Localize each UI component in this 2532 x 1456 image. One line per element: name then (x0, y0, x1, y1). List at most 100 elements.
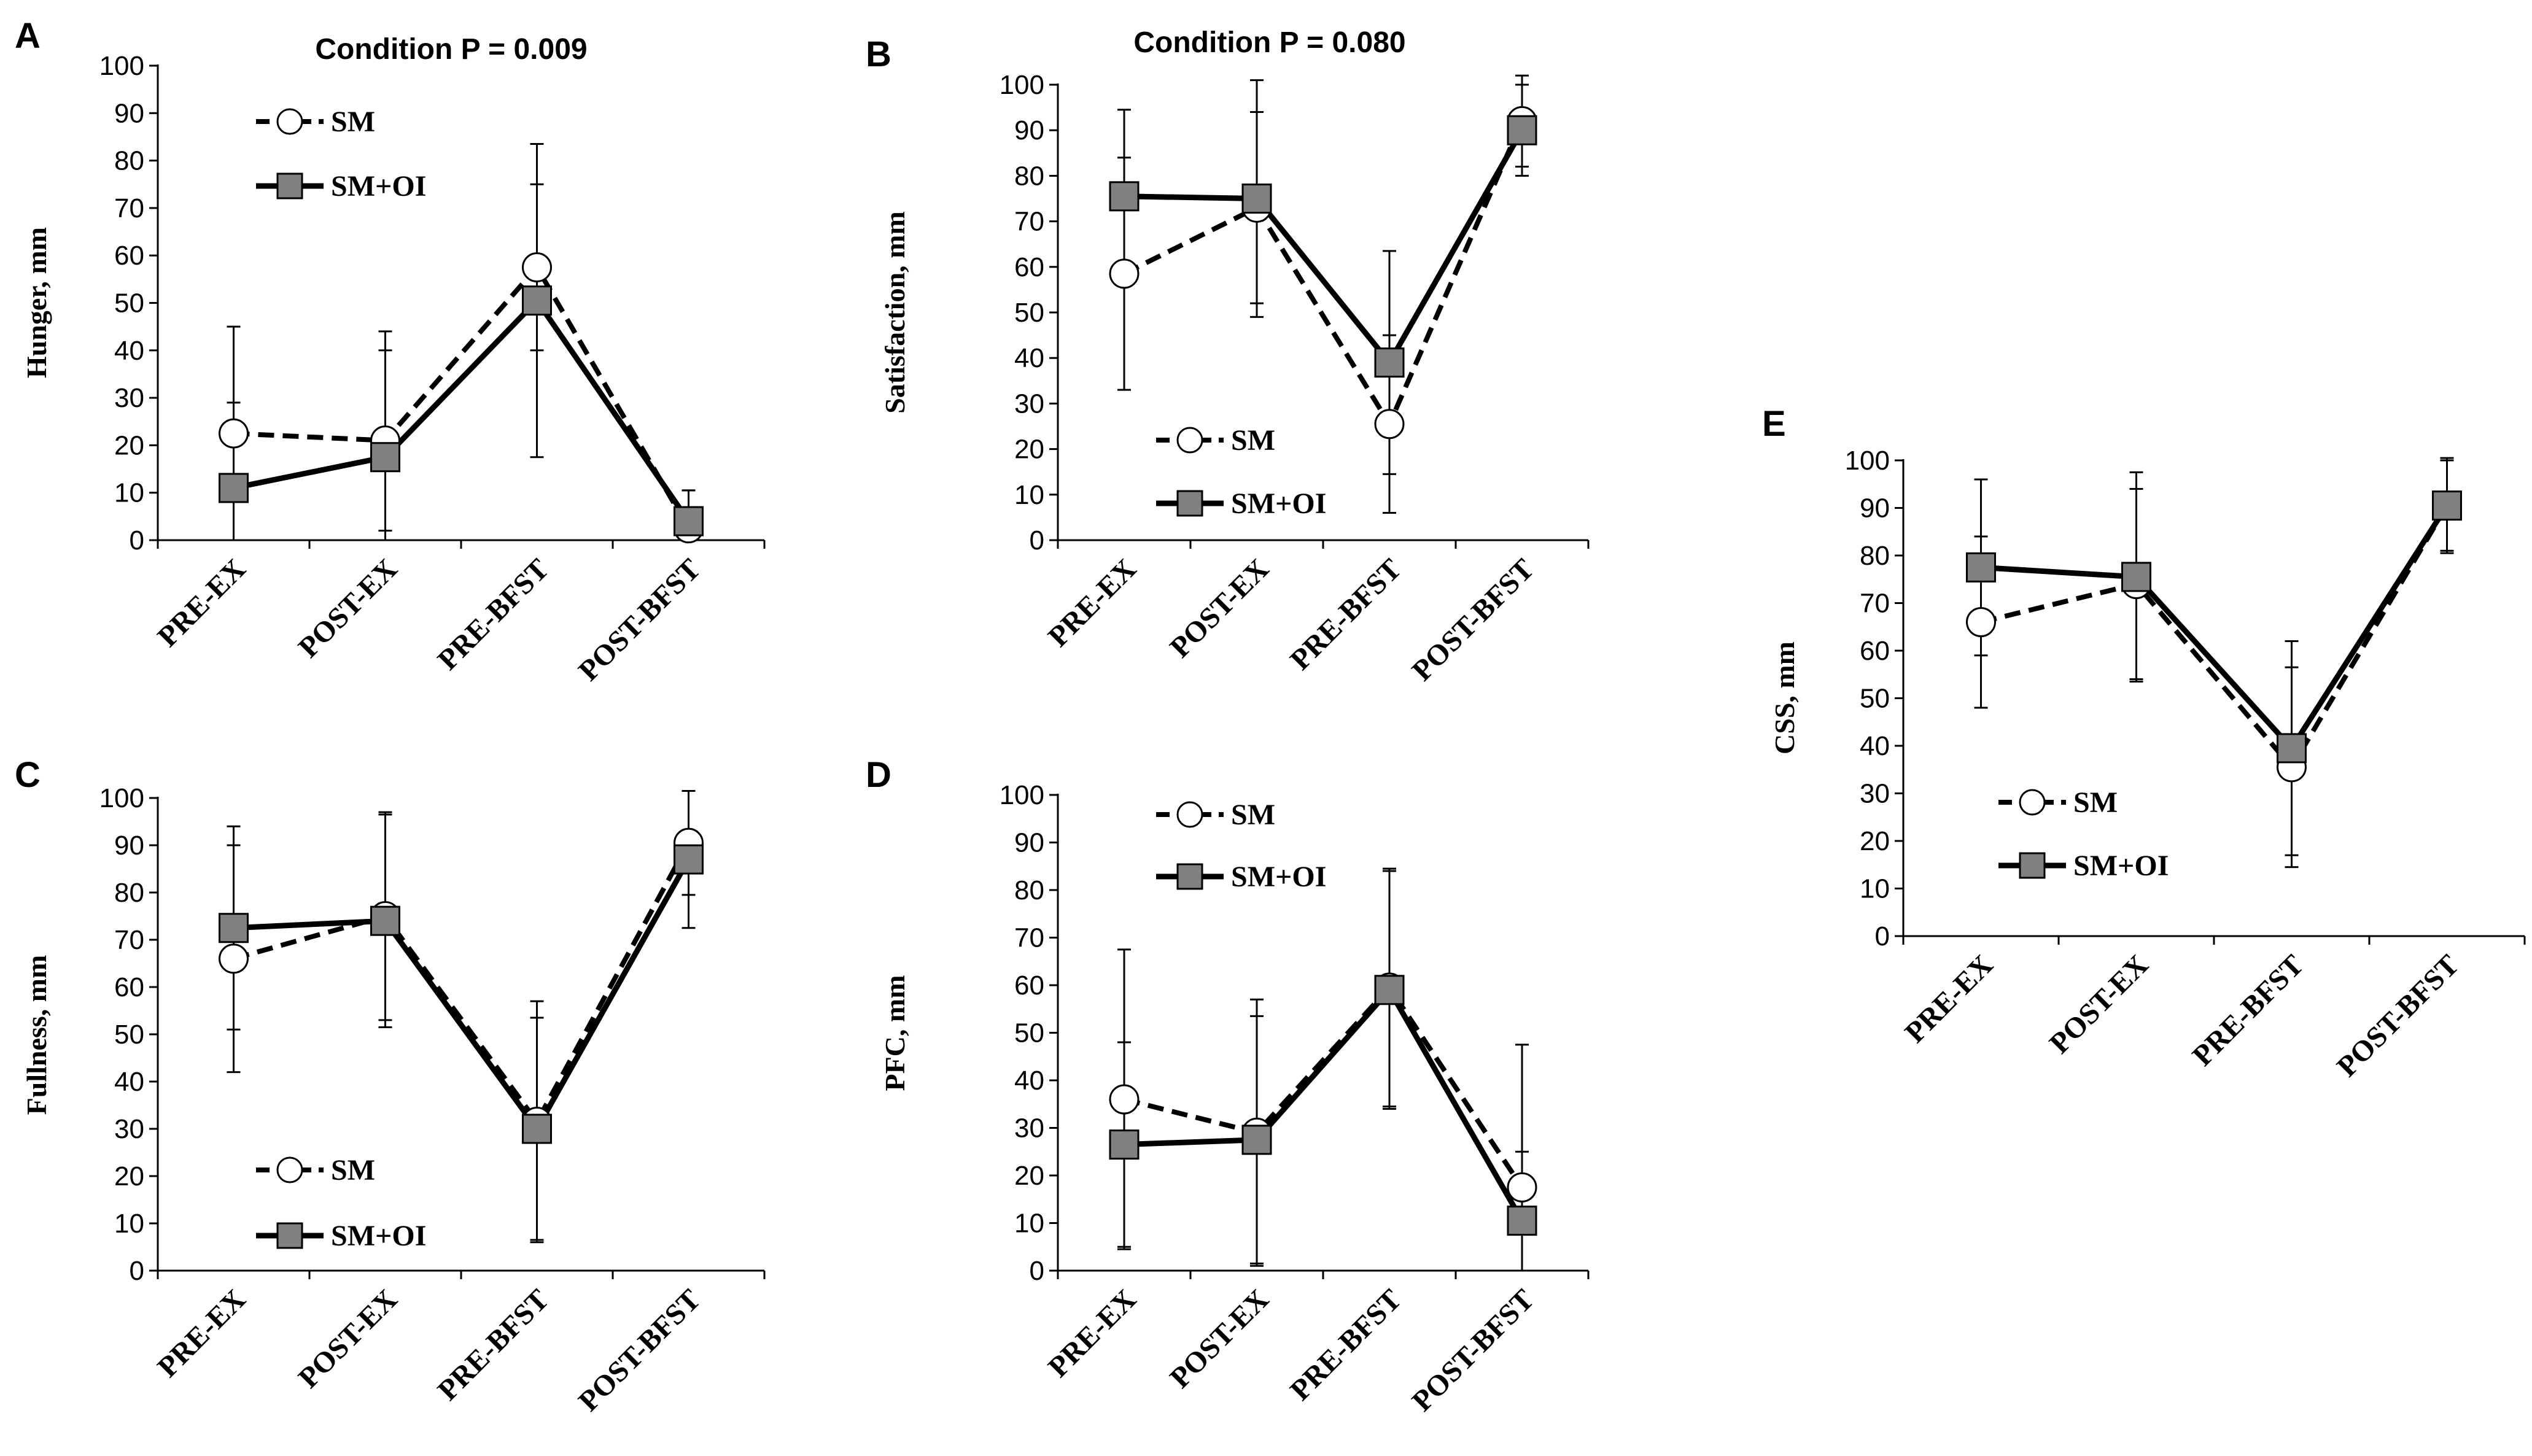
y-tick-label: 100 (1000, 70, 1044, 100)
sm-point (1109, 258, 1140, 289)
y-axis-label: Satisfaction, mm (879, 211, 911, 414)
series-sm-oi (227, 143, 696, 540)
sm-point (219, 418, 249, 449)
panel-letter: D (866, 755, 891, 795)
series-sm (1117, 867, 1529, 1271)
x-tick-label: PRE-EX (1898, 948, 1999, 1049)
y-tick-label: 10 (114, 478, 144, 508)
legend-label: SM (331, 1154, 375, 1187)
y-tick-label: 70 (1860, 589, 1890, 619)
y-tick-label: 50 (114, 1020, 144, 1050)
sm-oi-point (1507, 1206, 1537, 1236)
y-tick-label: 30 (114, 1114, 144, 1144)
y-tick-label: 50 (1014, 1018, 1044, 1048)
sm-point (1109, 1084, 1140, 1115)
sm-oi-point (1374, 347, 1405, 378)
series-line (1124, 128, 1524, 368)
y-tick-label: 80 (1014, 875, 1044, 905)
x-tick-label: POST-BFST (2331, 948, 2465, 1083)
series-line (233, 296, 691, 523)
sm-point (1374, 409, 1405, 440)
legend-marker-circle (1176, 427, 1203, 454)
series-sm-oi (1117, 79, 1529, 475)
y-tick-label: 30 (1014, 389, 1044, 419)
sm-oi-point (2432, 490, 2462, 521)
panel-a: A Condition P = 0.009 Hunger, mm 0 10 20 30 40 5… (15, 16, 766, 687)
legend-marker-square (276, 1222, 303, 1249)
x-tick-label: PRE-EX (151, 552, 252, 653)
series-line (233, 842, 691, 1126)
legend-label: SM (331, 106, 375, 138)
y-axis-label: Hunger, mm (21, 227, 52, 378)
y-tick-label: 70 (1014, 207, 1044, 237)
legend-marker-square (1176, 490, 1203, 517)
y-tick-label: 0 (130, 1256, 144, 1286)
legend-label: SM (2073, 786, 2118, 819)
legend-marker-square (2019, 852, 2046, 879)
y-tick-label: 0 (130, 525, 144, 556)
sm-oi-point (370, 905, 400, 936)
y-tick-label: 80 (114, 878, 144, 908)
y-tick-label: 70 (114, 925, 144, 955)
panel-c: C Fullness, mm 0 10 20 30 40 50 60 70 80 90 100 PRE-E… (15, 755, 766, 1418)
x-tick-label: POST-BFST (1406, 1283, 1540, 1417)
legend-marker-circle (276, 1156, 303, 1183)
y-tick-label: 20 (114, 430, 144, 460)
y-tick-label: 60 (114, 241, 144, 271)
y-tick-label: 90 (114, 98, 144, 128)
y-tick-label: 70 (1014, 923, 1044, 953)
y-tick-label: 60 (114, 972, 144, 1002)
y-tick-label: 20 (1014, 435, 1044, 465)
legend: SM SM+OI (1156, 424, 1326, 520)
legend-marker-circle (2019, 789, 2046, 816)
series-line (1123, 120, 1524, 430)
sm-oi-point (1374, 975, 1405, 1005)
legend-marker-square (276, 172, 303, 199)
series-line (233, 858, 691, 1134)
sm-oi-point (674, 844, 704, 875)
y-tick-label: 30 (1014, 1113, 1044, 1144)
y-tick-label: 90 (114, 831, 144, 861)
y-tick-label: 80 (1860, 541, 1890, 571)
sm-oi-point (370, 442, 400, 473)
x-tick-label: PRE-EX (151, 1283, 252, 1384)
condition-p-value: Condition P = 0.009 (315, 33, 587, 66)
y-tick-label: 60 (1014, 252, 1044, 282)
x-tick-label: PRE-EX (1042, 1283, 1143, 1384)
sm-oi-point (674, 506, 704, 536)
y-tick-label: 90 (1014, 115, 1044, 145)
panel-b: B Condition P = 0.080 Satisfaction, mm 0 10 2… (866, 26, 1590, 687)
y-tick-label: 50 (114, 288, 144, 319)
legend: SM SM+OI (1156, 799, 1326, 893)
x-tick-label: PRE-BFST (432, 552, 556, 676)
legend-label: SM+OI (1231, 487, 1326, 520)
y-tick-label: 20 (1860, 826, 1890, 856)
series-line (1980, 504, 2449, 772)
y-tick-label: 0 (1875, 921, 1890, 951)
y-tick-label: 90 (1860, 494, 1890, 524)
y-tick-label: 10 (1014, 1209, 1044, 1239)
panel-letter: A (15, 16, 41, 56)
y-axis-label: Fullness, mm (21, 955, 52, 1115)
sm-oi-point (522, 285, 552, 316)
panel-letter: E (1762, 404, 1786, 444)
sm-oi-point (1241, 1125, 1272, 1155)
y-tick-label: 10 (1860, 874, 1890, 904)
legend-marker-circle (276, 108, 303, 135)
sm-point (522, 252, 552, 283)
sm-oi-point (1241, 184, 1272, 214)
panel-e: E CSS, mm 0 10 20 30 40 50 60 70 80 90 100 PRE-EX POST… (1762, 404, 2526, 1083)
y-tick-label: 30 (114, 383, 144, 413)
legend: SM SM+OI (1998, 786, 2169, 882)
series-sm-oi (1117, 870, 1529, 1271)
y-tick-label: 80 (114, 146, 144, 176)
x-tick-label: POST-BFST (1406, 552, 1540, 687)
y-tick-label: 0 (1030, 525, 1044, 556)
legend-label: SM+OI (1231, 861, 1326, 893)
y-tick-label: 0 (1030, 1256, 1044, 1286)
legend-label: SM (1231, 424, 1275, 457)
x-tick-label: PRE-BFST (1284, 552, 1408, 676)
sm-oi-point (522, 1113, 552, 1144)
